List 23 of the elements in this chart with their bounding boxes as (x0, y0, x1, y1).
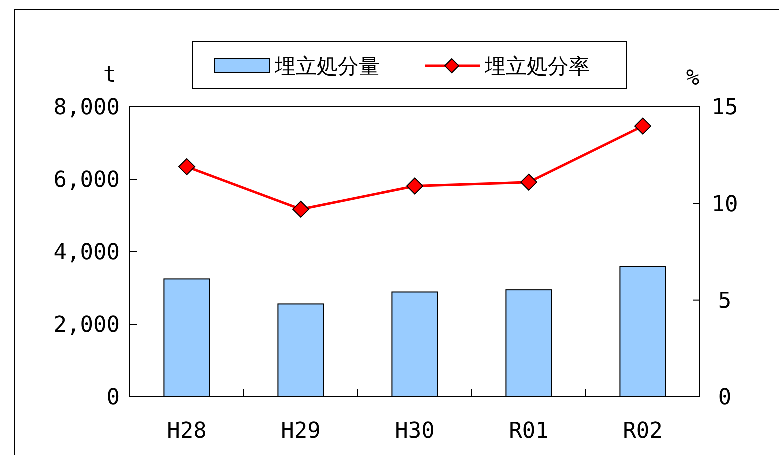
legend-label: 埋立処分率 (484, 54, 590, 78)
y-tick-label: 8,000 (54, 96, 120, 121)
point (292, 200, 310, 218)
y2-tick-label: 0 (718, 386, 732, 411)
legend-label: 埋立処分量 (274, 54, 380, 78)
x-tick-label: R01 (509, 419, 549, 444)
y-tick-label: 4,000 (54, 240, 120, 266)
x-tick-label: H30 (395, 419, 435, 444)
point (634, 118, 652, 135)
x-tick-label: H29 (281, 419, 321, 444)
y-tick-label: 6,000 (54, 168, 120, 194)
point (178, 158, 196, 176)
x-tick-label: H28 (167, 419, 207, 444)
y2-tick-label: 15 (712, 96, 738, 121)
y-axis-title: t (103, 63, 117, 88)
point (406, 178, 424, 195)
point (520, 174, 538, 191)
y-tick-label: 2,000 (54, 313, 120, 338)
y2-axis-title: % (686, 66, 700, 91)
x-tick-label: R02 (623, 419, 663, 444)
y-tick-label: 0 (106, 386, 120, 411)
y2-tick-label: 5 (718, 289, 732, 314)
y2-tick-label: 10 (712, 192, 738, 218)
